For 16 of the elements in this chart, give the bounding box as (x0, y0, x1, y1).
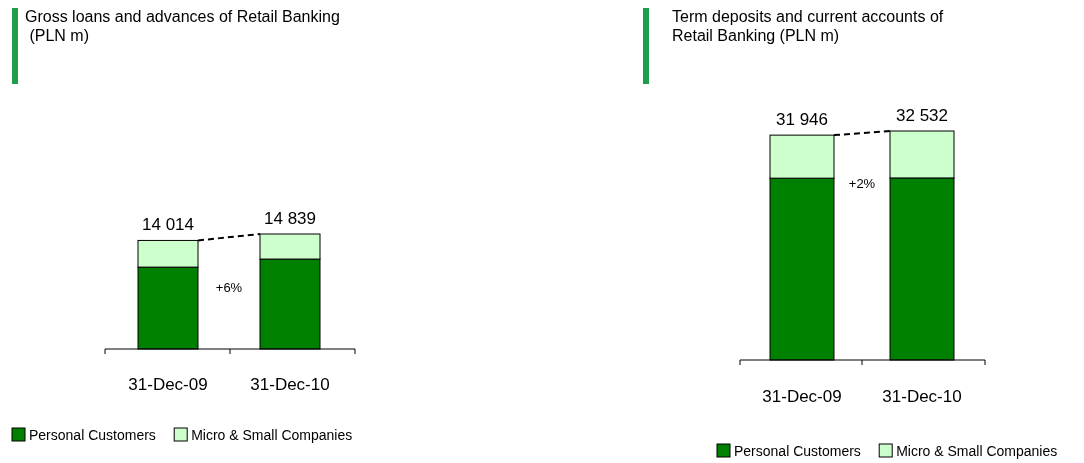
x-tick-label: 31-Dec-10 (882, 387, 962, 406)
legend-label: Personal Customers (734, 443, 861, 459)
x-tick-label: 31-Dec-09 (128, 375, 208, 394)
annotation: +2% (848, 176, 876, 191)
annotation: 32 532 (896, 106, 948, 125)
annotation: 14 014 (142, 215, 194, 235)
annotation: +6% (215, 280, 243, 295)
legend-label: Micro & Small Companies (896, 443, 1058, 459)
annotation: 31 946 (776, 110, 828, 130)
chart-title: Gross loans and advances of Retail Banking (PLN m) (25, 8, 340, 44)
legend-label: Micro & Small Companies (191, 427, 353, 443)
legend-label: Personal Customers (29, 427, 156, 443)
x-tick-label: 31-Dec-10 (250, 375, 330, 394)
annotation: 14 839 (264, 209, 316, 228)
x-tick-label: 31-Dec-09 (762, 387, 842, 406)
chart-title: Term deposits and current accounts of Retail Banking (PLN m) (672, 8, 944, 44)
